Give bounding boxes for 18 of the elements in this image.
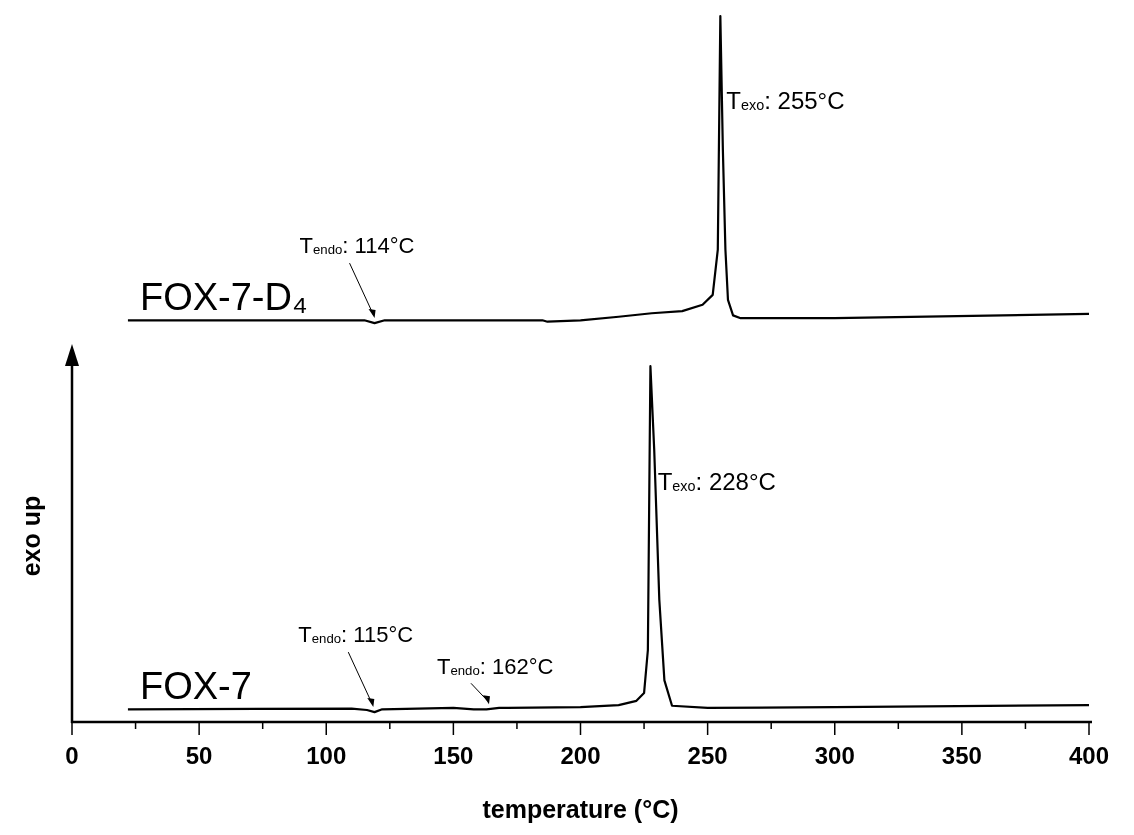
series-label: FOX-7 — [139, 665, 252, 708]
x-axis-title: temperature (°C) — [482, 795, 679, 823]
x-tick-label: 200 — [560, 742, 601, 769]
annotation: T$_{endo}$: 114°C — [299, 233, 415, 259]
x-tick-label: 50 — [185, 742, 213, 769]
x-tick-label: 150 — [433, 742, 474, 769]
x-tick-label: 300 — [814, 742, 855, 769]
x-tick-label: 0 — [65, 742, 79, 769]
annotation: T$_{endo}$: 162°C — [436, 654, 554, 680]
x-tick-label: 350 — [941, 742, 982, 769]
x-tick-label: 400 — [1068, 742, 1110, 769]
annotation: T$_{exo}$: 255°C — [726, 86, 845, 114]
x-tick-label: 100 — [306, 742, 347, 769]
annotation: T$_{exo}$: 228°C — [657, 467, 776, 495]
y-axis-title: exo up — [17, 495, 45, 577]
annotation: T$_{endo}$: 115°C — [298, 622, 414, 648]
legend-label: FOX-7-D₄ — [139, 276, 308, 319]
x-tick-label: 250 — [687, 742, 728, 769]
